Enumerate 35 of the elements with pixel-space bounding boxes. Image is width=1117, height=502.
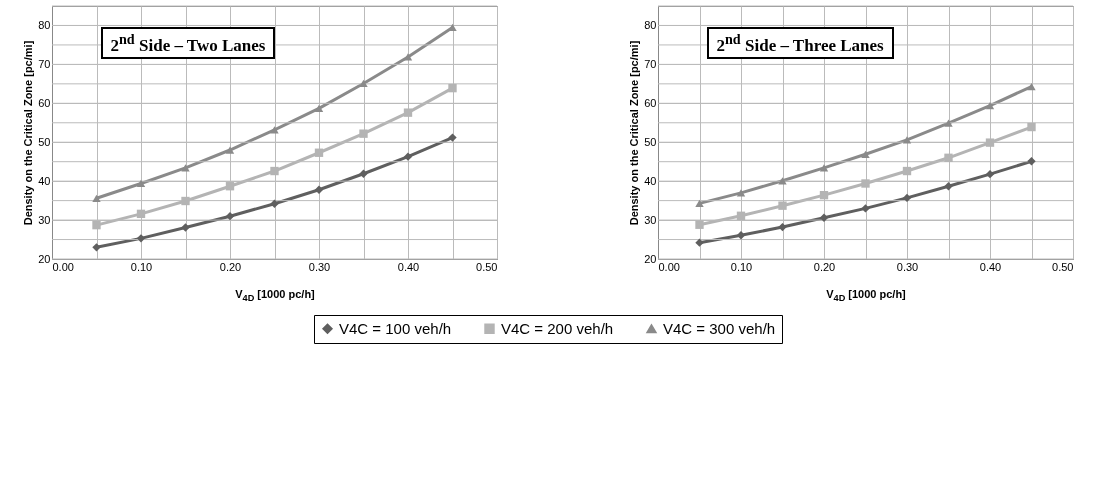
x-axis-title: V$_{4D}$ [1000 pc/h]	[235, 287, 315, 303]
y-tick-label: 20	[644, 252, 657, 265]
y-tick-label: 70	[644, 57, 657, 70]
y-tick-label: 80	[38, 18, 51, 31]
y-axis-title: Density on the Critical Zone [pc/mi]	[22, 40, 35, 226]
y-tick-label: 50	[644, 135, 657, 148]
y-tick-label: 40	[644, 174, 657, 187]
y-tick-label: 30	[644, 213, 657, 226]
y-tick-label: 50	[38, 135, 51, 148]
x-tick-label: 0.00	[658, 260, 680, 273]
y-tick-label: 60	[38, 96, 51, 109]
x-tick-label: 0.20	[813, 260, 836, 273]
x-tick-label: 0.50	[476, 260, 498, 273]
legend-label: V4C = 300 veh/h	[663, 319, 776, 337]
y-axis-title: Density on the Critical Zone [pc/mi]	[628, 40, 641, 226]
x-tick-label: 0.40	[397, 260, 420, 273]
text: 2$^{nd}$ Side – Three Lanes	[706, 26, 894, 60]
legend-label: V4C = 100 veh/h	[339, 319, 452, 337]
x-tick-label: 0.40	[979, 260, 1002, 273]
x-tick-label: 0.10	[730, 260, 753, 273]
y-tick-label: 20	[38, 252, 51, 265]
y-tick-label: 30	[38, 213, 51, 226]
legend-label: V4C = 200 veh/h	[501, 319, 614, 337]
y-tick-label: 70	[38, 57, 51, 70]
x-tick-label: 0.50	[1052, 260, 1074, 273]
x-tick-label: 0.20	[219, 260, 242, 273]
x-tick-label: 0.00	[52, 260, 74, 273]
x-tick-label: 0.30	[308, 260, 331, 273]
x-axis-title: V$_{4D}$ [1000 pc/h]	[826, 287, 906, 303]
text: 2$^{nd}$ Side – Two Lanes	[100, 26, 276, 60]
y-tick-label: 40	[38, 174, 51, 187]
y-tick-label: 80	[644, 18, 657, 31]
y-tick-label: 60	[644, 96, 657, 109]
x-tick-label: 0.30	[896, 260, 919, 273]
x-tick-label: 0.10	[130, 260, 153, 273]
